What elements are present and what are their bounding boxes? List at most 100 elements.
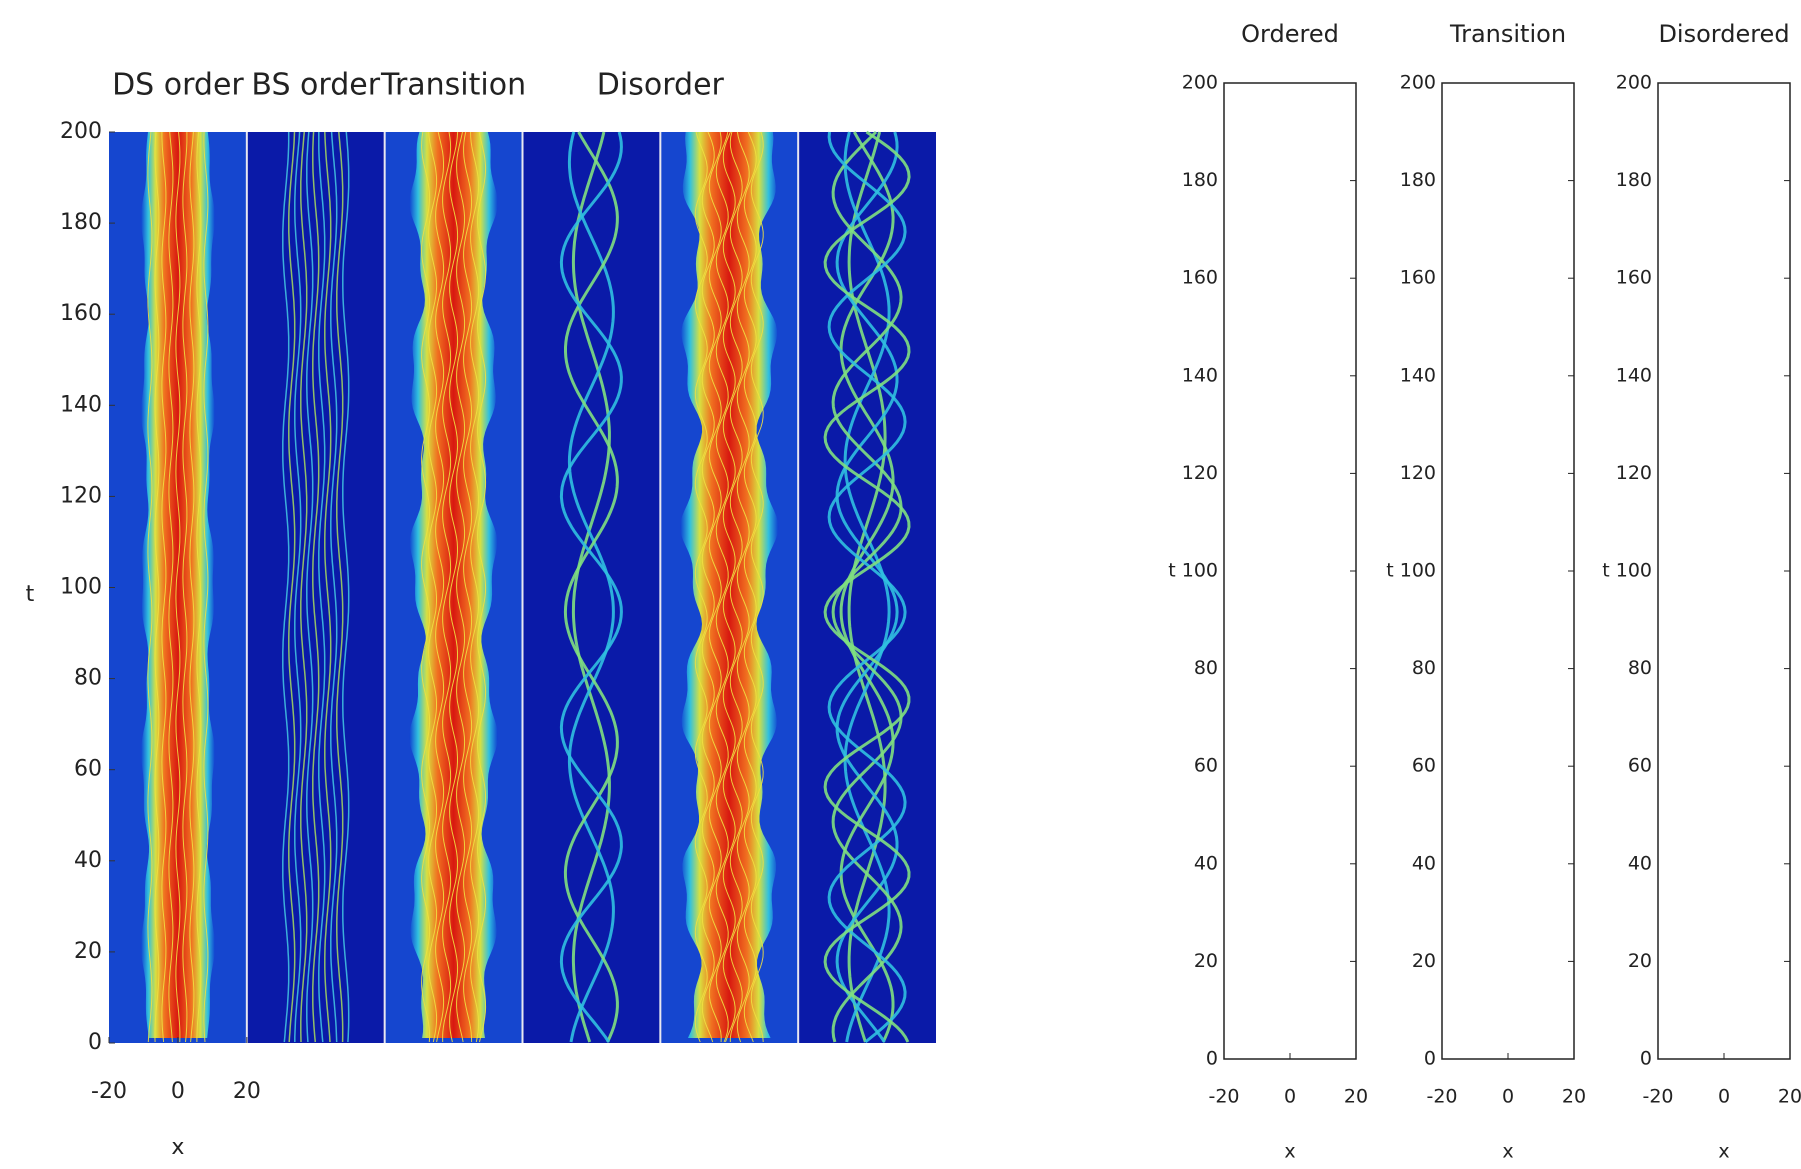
x-tick-label: 20 (1562, 1086, 1586, 1108)
panel-title: Disordered (1658, 20, 1789, 48)
heatmap-line (750, 131, 764, 1043)
x-axis-label: x (1502, 1141, 1513, 1163)
x-tick-label: 0 (1284, 1086, 1296, 1108)
y-tick-label: 80 (1628, 657, 1652, 679)
y-tick-label: 120 (60, 483, 102, 508)
y-tick-label: 80 (1194, 657, 1218, 679)
y-tick-label: 40 (1412, 852, 1436, 874)
heatmap-line (306, 131, 314, 1043)
panel-title: Ordered (1241, 20, 1339, 48)
heatmap-line (203, 131, 209, 1043)
y-tick-label: 200 (1400, 72, 1436, 94)
y-tick-label: 100 (1616, 560, 1652, 582)
heatmap-line (294, 131, 302, 1042)
heatmap-band (409, 132, 498, 1038)
heatmap-line (736, 131, 750, 1043)
y-tick-label: 120 (1182, 462, 1218, 484)
heatmap-line (196, 131, 202, 1042)
panel-title: BS order (251, 68, 380, 103)
x-axis-label: x (1718, 1141, 1729, 1163)
y-tick-label: 160 (1400, 267, 1436, 289)
y-tick-label: 0 (1206, 1048, 1218, 1070)
y-tick-label: 180 (1616, 169, 1652, 191)
x-tick-label: 0 (1718, 1086, 1730, 1108)
heatmap-line (449, 131, 459, 1043)
heatmap-line (571, 131, 611, 1043)
heatmap-line (161, 132, 167, 1043)
y-axis-label: t (1602, 560, 1609, 582)
panel-frame (1441, 82, 1575, 1060)
y-tick-label: 40 (1628, 852, 1652, 874)
x-tick-label: 20 (233, 1079, 261, 1104)
heatmap-line (168, 131, 174, 1043)
x-tick-label: 20 (1778, 1086, 1801, 1108)
heatmap-line (477, 131, 487, 1043)
y-tick-label: 60 (1412, 755, 1436, 777)
heatmap-line (729, 131, 743, 1043)
x-tick-label: -20 (1426, 1086, 1457, 1108)
y-axis-label: t (26, 582, 35, 607)
heatmap-line (559, 131, 623, 1043)
panel-frame (1657, 82, 1791, 1060)
heatmap-line (282, 132, 290, 1043)
heatmap-line (288, 131, 296, 1043)
heatmap-line (567, 131, 615, 1043)
panel-title: Disorder (597, 68, 725, 103)
y-tick-label: 100 (1182, 560, 1218, 582)
y-tick-label: 160 (1182, 267, 1218, 289)
heatmap-line (330, 131, 338, 1043)
heatmaps (109, 130, 911, 1044)
y-tick-label: 40 (1194, 852, 1218, 874)
heatmap-line (336, 131, 344, 1043)
heatmap-line (743, 131, 757, 1043)
y-tick-label: 0 (1640, 1048, 1652, 1070)
heatmap-line (435, 131, 445, 1043)
y-tick-label: 60 (74, 757, 102, 782)
heatmap-line (147, 131, 153, 1043)
heatmap-line (428, 131, 438, 1043)
y-axis-label: t (1168, 560, 1175, 582)
y-tick-label: 140 (60, 392, 102, 417)
y-tick-label: 180 (60, 210, 102, 235)
panel-title: DS order (112, 68, 244, 103)
y-tick-label: 160 (60, 301, 102, 326)
y-tick-label: 160 (1616, 267, 1652, 289)
y-tick-label: 60 (1194, 755, 1218, 777)
y-tick-label: 80 (74, 666, 102, 691)
heatmap-line (300, 131, 308, 1043)
heatmap-line (823, 130, 911, 1043)
heatmap-line (421, 131, 431, 1043)
x-tick-label: -20 (91, 1079, 127, 1104)
y-tick-label: 60 (1628, 755, 1652, 777)
y-tick-label: 200 (1616, 72, 1652, 94)
panel-title: Transition (1449, 20, 1566, 48)
x-axis-label: x (1284, 1141, 1295, 1163)
heatmap-line (318, 132, 326, 1043)
y-tick-label: 40 (74, 848, 102, 873)
heatmap-line (442, 131, 452, 1043)
x-tick-label: 0 (1502, 1086, 1514, 1108)
x-tick-label: 0 (171, 1079, 185, 1104)
x-tick-label: 20 (1344, 1086, 1368, 1108)
heatmap-band (140, 132, 216, 1038)
heatmap-line (324, 131, 332, 1043)
heatmap-line (175, 131, 181, 1043)
y-tick-label: 140 (1400, 364, 1436, 386)
y-tick-label: 140 (1182, 364, 1218, 386)
heatmap-line (154, 131, 160, 1043)
heatmap-line (715, 131, 729, 1043)
x-tick-label: -20 (1208, 1086, 1239, 1108)
heatmap-line (722, 131, 736, 1043)
heatmap-line (708, 131, 722, 1043)
heatmap-line (312, 131, 320, 1043)
y-tick-label: 0 (88, 1030, 102, 1055)
heatmap-line (839, 131, 895, 1043)
heatmap-line (470, 131, 480, 1043)
heatmap-line (182, 132, 188, 1043)
y-tick-label: 140 (1616, 364, 1652, 386)
y-tick-label: 0 (1424, 1048, 1436, 1070)
heatmap-line (463, 131, 473, 1043)
y-axis-label: t (1386, 560, 1393, 582)
heatmap-line (189, 131, 195, 1043)
heatmap-line (563, 131, 619, 1043)
